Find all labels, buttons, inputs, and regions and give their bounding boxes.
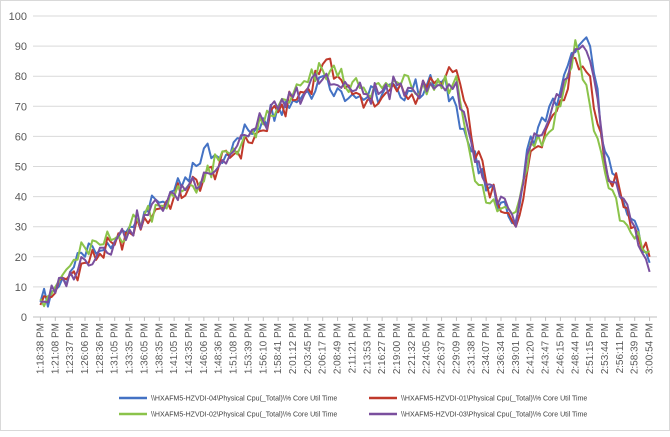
- x-tick-label: 1:38:35 PM: [154, 323, 165, 374]
- x-tick-label: 2:29:09 PM: [451, 323, 462, 374]
- x-tick-label: 2:39:01 PM: [511, 323, 522, 374]
- x-tick-label: 2:31:38 PM: [466, 323, 477, 374]
- x-tick-label: 3:00:54 PM: [645, 323, 656, 374]
- x-tick-label: 1:53:39 PM: [243, 323, 254, 374]
- x-tick-label: 1:41:05 PM: [169, 323, 180, 374]
- x-tick-label: 1:58:41 PM: [273, 323, 284, 374]
- y-tick-label: 20: [15, 252, 27, 264]
- legend-label: \\HXAFM5-HZVDI-04\Physical Cpu(_Total)\%…: [151, 396, 337, 403]
- x-tick-label: 2:11:21 PM: [347, 323, 358, 373]
- y-tick-label: 40: [15, 192, 27, 204]
- y-tick-label: 50: [15, 162, 27, 174]
- x-tick-label: 2:58:39 PM: [630, 323, 641, 374]
- x-tick-label: 2:01:12 PM: [288, 323, 299, 374]
- y-tick-label: 70: [15, 101, 27, 113]
- series-line-1: [39, 36, 651, 308]
- legend-label: \\HXAFM5-HZVDI-01\Physical Cpu(_Total)\%…: [401, 396, 587, 403]
- x-tick-label: 2:41:20 PM: [526, 323, 537, 374]
- x-tick-label: 2:46:15 PM: [555, 323, 566, 374]
- series-lines: [39, 36, 651, 308]
- x-tick-label: 2:34:07 PM: [481, 323, 492, 374]
- x-tick-label: 1:21:08 PM: [50, 323, 61, 374]
- x-tick-label: 2:56:11 PM: [615, 323, 626, 373]
- y-tick-label: 90: [15, 41, 27, 53]
- x-tick-label: 1:48:36 PM: [214, 323, 225, 374]
- x-tick-label: 2:19:00 PM: [392, 323, 403, 374]
- x-tick-label: 2:43:47 PM: [541, 323, 552, 374]
- x-tick-label: 2:48:44 PM: [570, 323, 581, 374]
- x-tick-label: 2:26:37 PM: [437, 323, 448, 374]
- x-tick-label: 2:36:34 PM: [496, 323, 507, 374]
- x-tick-label: 2:51:15 PM: [585, 323, 596, 374]
- legend: \\HXAFM5-HZVDI-04\Physical Cpu(_Total)\%…: [119, 396, 587, 419]
- series-line-4: [40, 44, 651, 304]
- x-tick-label: 1:43:35 PM: [184, 323, 195, 374]
- y-tick-label: 10: [15, 282, 27, 294]
- x-tick-label: 2:03:45 PM: [303, 323, 314, 374]
- x-tick-label: 2:16:27 PM: [377, 323, 388, 374]
- x-tick-label: 1:28:36 PM: [95, 323, 106, 374]
- y-tick-label: 0: [21, 312, 27, 324]
- y-tick-label: 60: [15, 131, 27, 143]
- x-tick-label: 2:24:05 PM: [422, 323, 433, 374]
- x-tick-label: 1:23:37 PM: [65, 323, 76, 374]
- gridlines: [33, 15, 657, 318]
- legend-label: \\HXAFM5-HZVDI-03\Physical Cpu(_Total)\%…: [401, 412, 587, 419]
- x-tick-label: 1:36:05 PM: [139, 323, 150, 374]
- x-tick-label: 1:31:05 PM: [110, 323, 121, 374]
- x-tick-label: 2:06:17 PM: [318, 323, 329, 374]
- x-tick-label: 1:51:08 PM: [229, 323, 240, 374]
- x-tick-label: 1:26:06 PM: [80, 323, 91, 374]
- y-tick-label: 30: [15, 222, 27, 234]
- x-tick-label: 2:08:49 PM: [333, 323, 344, 374]
- x-tick-label: 2:53:44 PM: [600, 323, 611, 374]
- x-tick-label: 1:33:35 PM: [125, 323, 136, 374]
- y-tick-label: 100: [9, 11, 27, 23]
- x-tick-label: 1:46:06 PM: [199, 323, 210, 374]
- x-tick-label: 2:21:32 PM: [407, 323, 418, 374]
- y-tick-label: 80: [15, 71, 27, 83]
- x-tick-label: 2:13:53 PM: [362, 323, 373, 374]
- axes: 0 10 20 30 40 50 60 70 80 90 100 1:18:38 PM 1:21:08 …: [9, 11, 656, 374]
- x-tick-label: 1:18:38 PM: [35, 323, 46, 374]
- legend-label: \\HXAFM5-HZVDI-02\Physical Cpu(_Total)\%…: [151, 412, 337, 419]
- series-line-3: [39, 39, 651, 308]
- x-tick-label: 1:56:10 PM: [258, 323, 269, 374]
